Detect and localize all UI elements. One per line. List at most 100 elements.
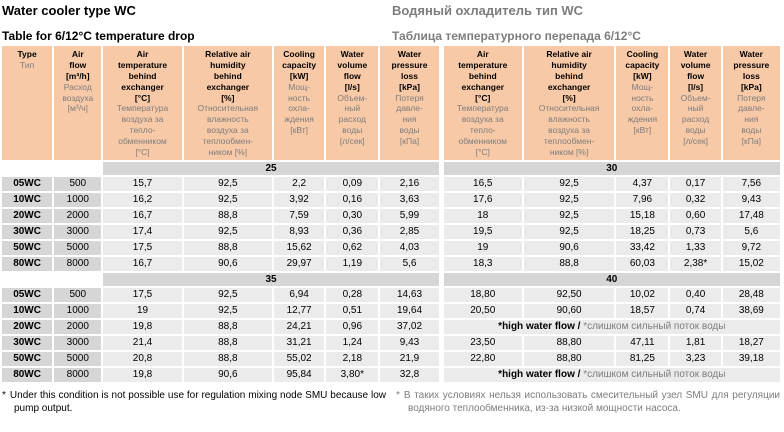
table-cell: 92,5: [183, 192, 273, 207]
table-cell: 9,43: [722, 192, 780, 207]
table-cell: 4,37: [616, 176, 669, 191]
table-row: 30WC 3000 17,4 92,5 8,93 0,36 2,85 19,5 …: [2, 224, 780, 239]
table-cell: 3,63: [380, 192, 439, 207]
table-cell: 0,51: [326, 303, 379, 318]
section-band-row: 25 30: [2, 161, 780, 175]
type-cell: 10WC: [2, 192, 53, 207]
type-cell: 80WC: [2, 256, 53, 271]
page-subtitle-en: Table for 6/12°C temperature drop: [2, 29, 195, 43]
table-cell: 19: [103, 303, 182, 318]
table-cell: 1,81: [670, 335, 721, 350]
table-cell: 20,50: [443, 303, 522, 318]
table-row: 20WC 2000 19,8 88,8 24,21 0,96 37,02 *hi…: [2, 319, 780, 334]
table-cell: 18: [443, 208, 522, 223]
table-cell: 15,62: [274, 240, 325, 255]
table-cell: 23,50: [443, 335, 522, 350]
table-cell: 92,5: [183, 224, 273, 239]
table-cell: 81,25: [616, 351, 669, 366]
data-table: Type Тип Air flow [m³/h] Расход воздуха [м…: [0, 44, 782, 384]
table-cell: 28,48: [722, 287, 780, 302]
table-cell: 10,02: [616, 287, 669, 302]
col-header-type: Type Тип: [2, 46, 53, 160]
table-cell: 6,94: [274, 287, 325, 302]
table-row: 05WC 500 15,7 92,5 2,2 0,09 2,16 16,5 92…: [2, 176, 780, 191]
airflow-cell: 500: [54, 287, 102, 302]
band-blank: [2, 162, 101, 175]
table-cell: 3,92: [274, 192, 325, 207]
type-cell: 20WC: [2, 319, 53, 334]
table-cell: 0,96: [326, 319, 379, 334]
col-header-air-temp-right: Air temperature behind exchanger [°C] Тем…: [443, 46, 522, 160]
table-row: 80WC 8000 19,8 90,6 95,84 3,80* 32,8 *hi…: [2, 367, 780, 382]
type-cell: 50WC: [2, 351, 53, 366]
section-band-30: 30: [443, 161, 780, 175]
table-row: 05WC 500 17,5 92,5 6,94 0,28 14,63 18,80…: [2, 287, 780, 302]
table-cell: 16,7: [103, 208, 182, 223]
airflow-cell: 8000: [54, 367, 102, 382]
table-row: 10WC 1000 16,2 92,5 3,92 0,16 3,63 17,6 …: [2, 192, 780, 207]
table-cell: 3,80*: [326, 367, 379, 382]
table-cell: 47,11: [616, 335, 669, 350]
table-cell: 32,8: [380, 367, 439, 382]
col-header-cooling-right: Cooling capacity [kW] Мощ- ность охла- жд…: [616, 46, 669, 160]
table-cell: 18,25: [616, 224, 669, 239]
table-cell: 0,62: [326, 240, 379, 255]
table-cell: 16,7: [103, 256, 182, 271]
table-cell: 0,74: [670, 303, 721, 318]
table-cell: 88,8: [523, 256, 615, 271]
table-cell: 17,6: [443, 192, 522, 207]
table-cell: 0,16: [326, 192, 379, 207]
table-cell: 95,84: [274, 367, 325, 382]
table-cell: 18,57: [616, 303, 669, 318]
airflow-cell: 3000: [54, 335, 102, 350]
table-cell: 19: [443, 240, 522, 255]
table-cell: 60,03: [616, 256, 669, 271]
table-cell: 16,2: [103, 192, 182, 207]
section-band-35: 35: [103, 272, 439, 286]
table-cell: 38,69: [722, 303, 780, 318]
table-cell: 17,4: [103, 224, 182, 239]
table-cell: 9,72: [722, 240, 780, 255]
col-header-water-pressure-right: Water pressure loss [kPa] Потеря давле- н…: [722, 46, 780, 160]
table-cell: 0,17: [670, 176, 721, 191]
airflow-cell: 1000: [54, 192, 102, 207]
table-cell: 2,2: [274, 176, 325, 191]
table-row: 50WC 5000 20,8 88,8 55,02 2,18 21,9 22,8…: [2, 351, 780, 366]
table-cell: 19,8: [103, 367, 182, 382]
table-cell: 24,21: [274, 319, 325, 334]
table-row: 30WC 3000 21,4 88,8 31,21 1,24 9,43 23,5…: [2, 335, 780, 350]
table-row: 50WC 5000 17,5 88,8 15,62 0,62 4,03 19 9…: [2, 240, 780, 255]
table-cell: 37,02: [380, 319, 439, 334]
table-cell: 90,60: [523, 303, 615, 318]
airflow-cell: 5000: [54, 240, 102, 255]
table-cell: 8,93: [274, 224, 325, 239]
table-cell: 1,33: [670, 240, 721, 255]
col-header-humidity-left: Relative air humidity behind exchanger […: [183, 46, 273, 160]
table-cell: 15,7: [103, 176, 182, 191]
section-band-row: 35 40: [2, 272, 780, 286]
table-cell: 88,8: [183, 351, 273, 366]
table-cell: 33,42: [616, 240, 669, 255]
col-header-water-volume-left: Water volume flow [l/s] Объем- ный расход…: [326, 46, 379, 160]
airflow-cell: 2000: [54, 208, 102, 223]
table-cell: 39,18: [722, 351, 780, 366]
table-cell: 7,56: [722, 176, 780, 191]
table-cell: 92,5: [523, 224, 615, 239]
table-cell: 4,03: [380, 240, 439, 255]
table-cell: 88,8: [183, 319, 273, 334]
title-bar: Water cooler type WC Table for 6/12°C te…: [0, 0, 784, 43]
table-cell: 92,5: [523, 192, 615, 207]
band-blank: [2, 273, 101, 286]
table-cell: 90,6: [183, 256, 273, 271]
table-cell: 19,64: [380, 303, 439, 318]
table-cell: 88,8: [183, 208, 273, 223]
table-cell: 29,97: [274, 256, 325, 271]
table-cell: 0,30: [326, 208, 379, 223]
table-cell: 2,18: [326, 351, 379, 366]
airflow-cell: 5000: [54, 351, 102, 366]
table-cell: 17,48: [722, 208, 780, 223]
table-cell: 92,5: [183, 176, 273, 191]
table-cell: 16,5: [443, 176, 522, 191]
table-cell: 9,43: [380, 335, 439, 350]
page-subtitle-ru: Таблица температурного перепада 6/12°С: [392, 29, 641, 43]
